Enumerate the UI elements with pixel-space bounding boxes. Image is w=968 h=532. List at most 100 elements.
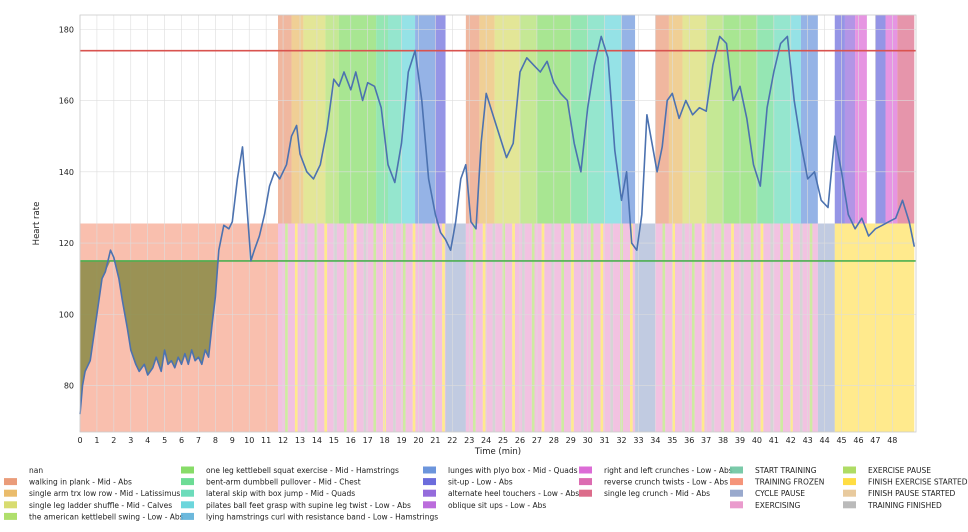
exercise-band (866, 15, 876, 224)
phase-stripe (583, 223, 591, 432)
exercise-band (875, 15, 886, 224)
x-tick-label: 46 (853, 436, 863, 445)
exercise-band (587, 15, 605, 224)
legend-swatch (579, 489, 592, 497)
phase-stripe (551, 223, 555, 432)
phase-stripe (334, 223, 337, 432)
phase-stripe (665, 223, 673, 432)
x-tick-label: 38 (718, 436, 728, 445)
phase-stripe (495, 223, 503, 432)
legend-label: the american kettlebell swing - Low - Ab… (29, 512, 184, 521)
legend-swatch (579, 466, 592, 474)
phase-stripe (580, 223, 584, 432)
phase-stripe (344, 223, 347, 432)
legend-swatch (423, 466, 436, 474)
phase-stripe (655, 223, 663, 432)
phase-stripe (482, 223, 486, 432)
phase-stripe (304, 223, 308, 432)
phase-stripe (682, 223, 685, 432)
legend-label: lunges with plyo box - Mid - Quads (448, 466, 578, 475)
low-hr-area (80, 260, 229, 415)
exercise-band (668, 15, 683, 224)
phase-stripe (472, 223, 476, 432)
phase-stripe (422, 223, 426, 432)
legend-label: single arm trx low row - Mid - Latissimu… (29, 489, 180, 498)
phase-stripe (600, 223, 604, 432)
x-tick-label: 7 (196, 436, 201, 445)
exercise-band (278, 15, 292, 224)
y-tick-label: 120 (59, 239, 74, 248)
legend-swatch (4, 478, 17, 486)
legend: nan walking in plank - Mid - Abs single ar… (4, 466, 968, 521)
legend-label: right and left crunches - Low - Abs (604, 466, 733, 475)
phase-stripe (554, 223, 562, 432)
exercise-band (338, 15, 377, 224)
legend-swatch (730, 466, 743, 474)
phase-stripe (733, 223, 742, 432)
exercise-band (844, 15, 856, 224)
phase-stripe (336, 223, 344, 432)
exercise-band (682, 15, 707, 224)
legend-swatch (181, 489, 194, 497)
x-tick-label: 13 (295, 436, 305, 445)
grid-lines (79, 15, 916, 432)
phase-stripe (573, 223, 581, 432)
x-tick-label: 17 (363, 436, 373, 445)
phase-stripe (770, 223, 774, 432)
phase-stripe (385, 223, 394, 432)
phase-stripe (711, 223, 715, 432)
y-tick-label: 160 (59, 97, 74, 106)
phase-stripe (790, 223, 793, 432)
phase-stripe (724, 223, 732, 432)
exercise-band (706, 15, 724, 224)
x-tick-label: 33 (633, 436, 643, 445)
x-tick-label: 5 (162, 436, 167, 445)
phase-stripe (632, 223, 636, 432)
phase-stripe (405, 223, 413, 432)
x-tick-label: 1 (94, 436, 99, 445)
phase-stripe (294, 223, 298, 432)
x-tick-label: 16 (346, 436, 356, 445)
heart-rate-line (79, 35, 916, 415)
x-tick-label: 3 (128, 436, 133, 445)
phase-stripe (366, 223, 374, 432)
legend-label: oblique sit ups - Low - Abs (448, 501, 546, 510)
legend-label: single leg crunch - Mid - Abs (604, 489, 710, 498)
exercise-band (655, 15, 669, 224)
phase-stripe (704, 223, 712, 432)
x-tick-label: 26 (515, 436, 525, 445)
legend-swatch (423, 478, 436, 486)
phase-stripe (534, 223, 542, 432)
legend-swatch (181, 501, 194, 509)
x-tick-label: 47 (870, 436, 880, 445)
x-tick-label: 2 (111, 436, 116, 445)
phase-stripe (812, 223, 818, 432)
phase-stripe (444, 223, 446, 432)
phase-stripe (603, 223, 611, 432)
legend-swatch (843, 489, 856, 497)
phase-stripe (684, 223, 692, 432)
x-tick-label: 9 (230, 436, 235, 445)
x-tick-label: 8 (213, 436, 218, 445)
x-tick-label: 42 (786, 436, 796, 445)
phase-stripe (743, 223, 751, 432)
legend-swatch (843, 466, 856, 474)
x-tick-label: 34 (650, 436, 660, 445)
phase-stripe (694, 223, 702, 432)
legend-swatch (181, 478, 194, 486)
legend-label: alternate heel touchers - Low - Abs (448, 489, 579, 498)
exercise-band (303, 15, 326, 224)
phase-stripe (505, 223, 513, 432)
legend-label: lying hamstrings curl with resistance ba… (206, 512, 438, 521)
x-tick-label: 44 (820, 436, 830, 445)
legend-label: walking in plank - Mid - Abs (29, 478, 132, 487)
phase-stripe (485, 223, 493, 432)
legend-label: START TRAINING (755, 466, 817, 475)
phase-stripe (373, 223, 377, 432)
legend-label: FINISH EXERCISE STARTED (868, 478, 968, 487)
exercise-band (834, 15, 845, 224)
legend-swatch (730, 501, 743, 509)
legend-label: bent-arm dumbbell pullover - Mid - Chest (206, 478, 361, 487)
